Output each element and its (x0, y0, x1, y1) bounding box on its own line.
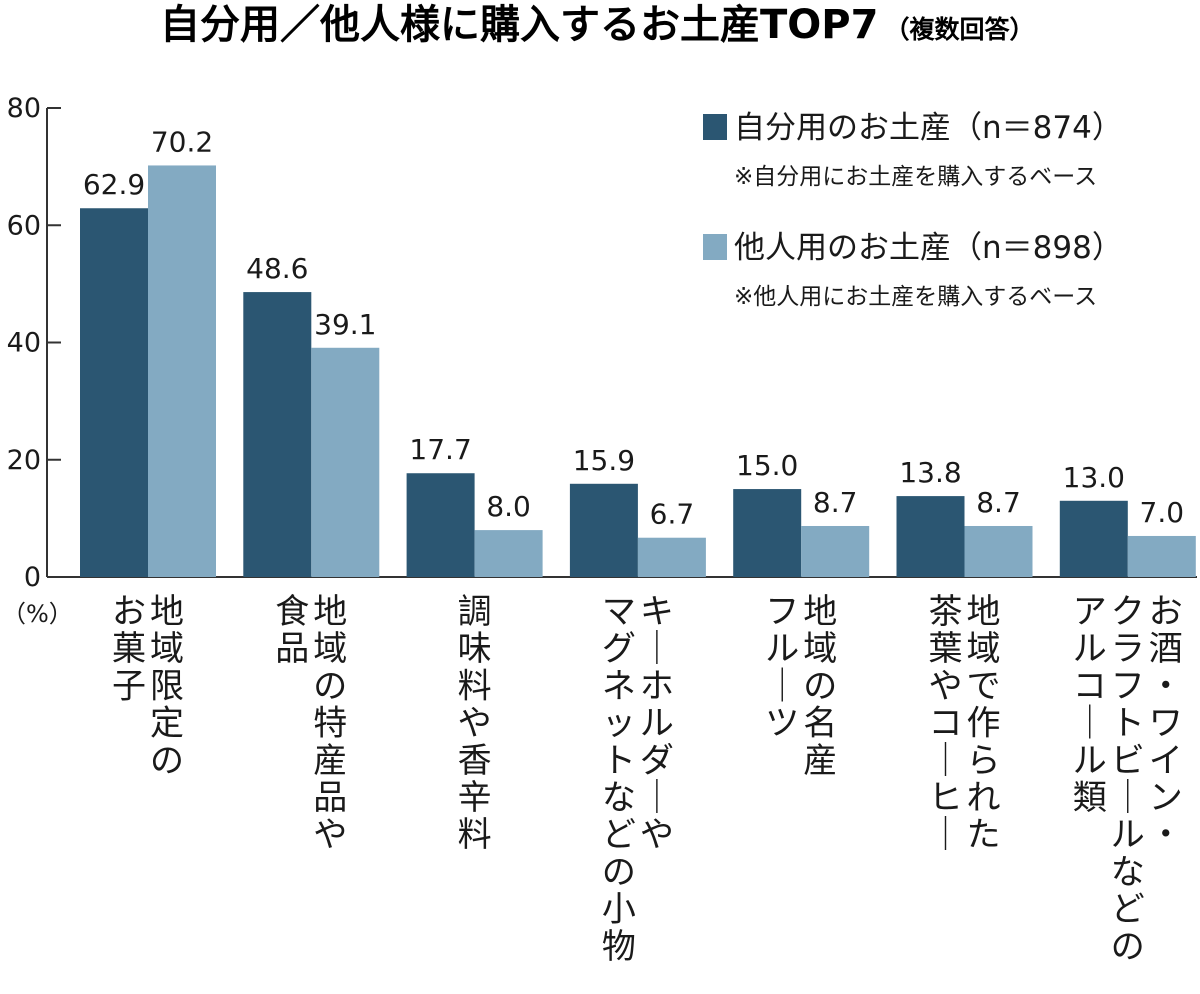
y-tick-label: 40 (7, 328, 41, 359)
y-unit-label: （%） (2, 600, 73, 628)
category-label-column: 地域の名産 (803, 592, 837, 781)
bar (964, 525, 1033, 577)
chart-title: 自分用／他人様に購入するお土産TOP7 （複数回答） (160, 2, 1034, 48)
category-label-column: キ｜ホルダ｜や (640, 592, 674, 855)
data-label: 62.9 (83, 168, 145, 201)
category-label-column: 調味料や香辛料 (458, 592, 492, 855)
category-label-column: 食品 (275, 592, 309, 669)
category-label-column: お酒・ワイン・ (1149, 592, 1183, 855)
legend-note: ※自分用にお土産を購入するベース (734, 164, 1097, 190)
category-label-column: お菓子 (112, 592, 146, 706)
y-tick-label: 0 (24, 562, 41, 593)
category-label-column: 地域で作られた (967, 592, 1001, 855)
data-label: 15.0 (736, 449, 798, 482)
category-label-column: フル｜ツ (765, 592, 799, 744)
chart-subtitle: （複数回答） (884, 15, 1034, 44)
bar (896, 496, 965, 577)
data-label: 8.0 (486, 490, 531, 523)
legend-swatch (703, 234, 727, 260)
bar (569, 483, 638, 577)
category-label: 調味料や香辛料 (458, 592, 492, 855)
data-label: 70.2 (151, 125, 213, 158)
data-label: 48.6 (246, 252, 308, 285)
data-label: 39.1 (314, 308, 376, 341)
data-label: 15.9 (573, 444, 635, 477)
legend: 自分用のお土産（n＝874） ※自分用にお土産を購入するベース他人用のお土産（n＝… (703, 110, 1123, 310)
legend-note: ※他人用にお土産を購入するベース (734, 284, 1097, 310)
legend-swatch (703, 114, 727, 140)
bar (1127, 535, 1196, 577)
bar (733, 489, 802, 577)
bar (80, 208, 148, 577)
bar (637, 537, 706, 577)
bar (311, 347, 380, 577)
category-label-column: 茶葉やコ｜ヒ｜ (929, 592, 963, 855)
data-label: 8.7 (813, 486, 858, 519)
data-label: 6.7 (650, 498, 695, 531)
data-label: 7.0 (1140, 496, 1185, 529)
data-label: 13.8 (899, 456, 961, 489)
bar (1059, 500, 1128, 577)
category-label-column: クラフトビ｜ルなどの (1111, 592, 1145, 967)
y-tick-label: 60 (7, 210, 41, 241)
category-label-column: マグネットなどの小物 (602, 592, 636, 967)
bar (406, 473, 475, 577)
bar (474, 530, 543, 577)
category-label-column: 地域の特産品や (313, 592, 347, 855)
category-label-column: 地域限定の (150, 592, 184, 781)
bar (801, 525, 870, 577)
legend-label: 自分用のお土産（n＝874） (734, 110, 1123, 146)
category-label-column: アルコ｜ル類 (1073, 592, 1107, 818)
y-tick-label: 20 (7, 445, 41, 476)
y-axis: 0 20 40 60 80 （%） (2, 93, 1197, 628)
y-tick-label: 80 (7, 93, 41, 124)
bar (148, 165, 216, 577)
bar (243, 292, 312, 577)
bars: 62.970.2 48.639.1 17.7 8.0 15.9 6.7 15.0 8.7 13.… (80, 125, 1196, 577)
data-label: 13.0 (1063, 461, 1125, 494)
legend-label: 他人用のお土産（n＝898） (734, 230, 1123, 266)
data-label: 17.7 (409, 433, 471, 466)
data-label: 8.7 (976, 486, 1021, 519)
